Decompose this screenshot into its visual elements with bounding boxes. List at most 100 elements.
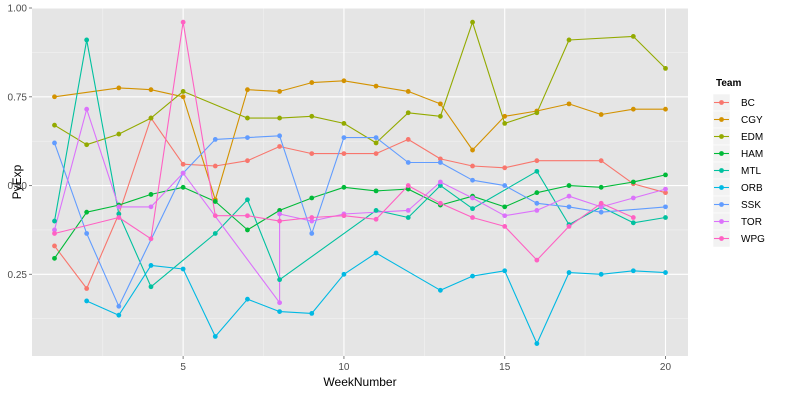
- data-point-cgy: [341, 78, 347, 84]
- data-point-bc: [502, 165, 508, 171]
- x-tick-label: 5: [180, 362, 186, 373]
- data-point-edm: [437, 113, 443, 119]
- series-line-wpg: [54, 21, 634, 261]
- data-point-ssk: [245, 135, 250, 141]
- data-point-ham: [566, 183, 572, 188]
- data-point-edm: [180, 89, 186, 94]
- data-point-ham: [52, 255, 57, 261]
- legend-label-mtl: MTL: [741, 166, 761, 177]
- data-point-edm: [534, 110, 540, 116]
- legend-label-bc: BC: [741, 98, 755, 109]
- data-point-edm: [84, 142, 90, 148]
- data-point-mtl: [212, 231, 218, 236]
- data-point-wpg: [630, 215, 636, 220]
- data-point-ham: [277, 208, 283, 213]
- data-point-bc: [373, 151, 379, 156]
- data-point-bc: [245, 158, 250, 164]
- data-point-orb: [598, 271, 604, 277]
- y-tick-label: 0.25: [8, 270, 28, 281]
- data-point-ssk: [277, 133, 283, 139]
- data-point-cgy: [405, 89, 411, 94]
- series-line-edm: [54, 21, 666, 146]
- data-point-ham: [630, 179, 636, 185]
- legend: Team BC CGY EDM HAM MTL ORB SSK TOR WPG: [712, 78, 765, 248]
- data-point-mtl: [405, 215, 411, 220]
- series-line-mtl: [53, 39, 666, 288]
- data-point-cgy: [437, 101, 443, 107]
- data-point-edm: [148, 115, 154, 121]
- grid-minor: [32, 8, 688, 356]
- data-point-edm: [470, 19, 475, 25]
- data-point-wpg: [277, 218, 283, 224]
- data-point-tor: [437, 179, 443, 185]
- data-point-tor: [277, 300, 283, 306]
- data-point-tor: [277, 211, 283, 217]
- data-point-edm: [373, 140, 379, 146]
- data-point-cgy: [502, 113, 508, 119]
- y-axis: 0.25 0.50 0.75 1.00: [8, 4, 32, 281]
- data-point-ham: [405, 186, 411, 192]
- x-tick-label: 20: [660, 362, 672, 373]
- data-point-ham: [148, 192, 154, 197]
- legend-key-point-ssk: [719, 202, 724, 207]
- data-point-bc: [84, 286, 90, 291]
- data-point-cgy: [598, 112, 604, 117]
- data-point-orb: [502, 268, 508, 274]
- legend-label-wpg: WPG: [741, 234, 765, 245]
- data-point-edm: [116, 131, 122, 137]
- data-point-ssk: [663, 204, 668, 210]
- data-point-mtl: [245, 197, 250, 203]
- data-point-wpg: [534, 257, 540, 263]
- data-point-ssk: [566, 204, 572, 210]
- data-point-wpg: [373, 216, 379, 222]
- data-point-orb: [630, 268, 636, 274]
- data-point-ssk: [52, 140, 57, 146]
- data-point-bc: [277, 144, 283, 149]
- data-point-bc: [437, 156, 443, 162]
- data-point-cgy: [373, 83, 379, 89]
- data-point-wpg: [212, 213, 218, 219]
- x-tick-label: 10: [338, 362, 350, 373]
- data-point-orb: [341, 271, 347, 277]
- data-point-tor: [309, 218, 315, 224]
- data-point-cgy: [245, 87, 250, 93]
- data-point-bc: [598, 158, 604, 164]
- data-point-orb: [437, 287, 443, 293]
- panel-background: [32, 8, 688, 356]
- data-point-cgy: [566, 101, 572, 107]
- data-point-ssk: [84, 231, 90, 236]
- data-point-ssk: [502, 183, 508, 188]
- data-point-wpg: [180, 19, 186, 25]
- legend-label-ssk: SSK: [741, 200, 761, 211]
- data-point-ham: [598, 184, 604, 190]
- data-point-orb: [534, 341, 540, 346]
- data-point-cgy: [148, 87, 154, 93]
- data-point-cgy: [180, 94, 186, 100]
- legend-title: Team: [716, 78, 741, 89]
- data-point-mtl: [534, 168, 540, 174]
- data-point-ham: [373, 188, 379, 194]
- data-point-wpg: [598, 200, 604, 206]
- y-tick-label: 0.50: [8, 181, 28, 192]
- data-point-bc: [341, 151, 347, 156]
- data-point-ssk: [534, 200, 540, 206]
- data-point-orb: [373, 250, 379, 256]
- data-point-wpg: [437, 200, 443, 206]
- y-tick-label: 0.75: [8, 92, 28, 103]
- data-point-edm: [52, 122, 57, 128]
- data-point-tor: [116, 204, 122, 210]
- data-point-ssk: [470, 177, 475, 183]
- data-point-wpg: [116, 215, 122, 220]
- data-point-tor: [180, 170, 186, 176]
- data-point-wpg: [502, 223, 508, 229]
- data-point-tor: [405, 208, 411, 213]
- data-point-tor: [598, 204, 604, 210]
- data-point-tor: [630, 195, 636, 201]
- data-point-wpg: [309, 215, 315, 220]
- data-point-tor: [663, 186, 668, 192]
- x-tick-label: 15: [499, 362, 511, 373]
- legend-key-point-bc: [719, 100, 724, 105]
- data-point-wpg: [245, 213, 250, 219]
- data-point-bc: [663, 190, 668, 196]
